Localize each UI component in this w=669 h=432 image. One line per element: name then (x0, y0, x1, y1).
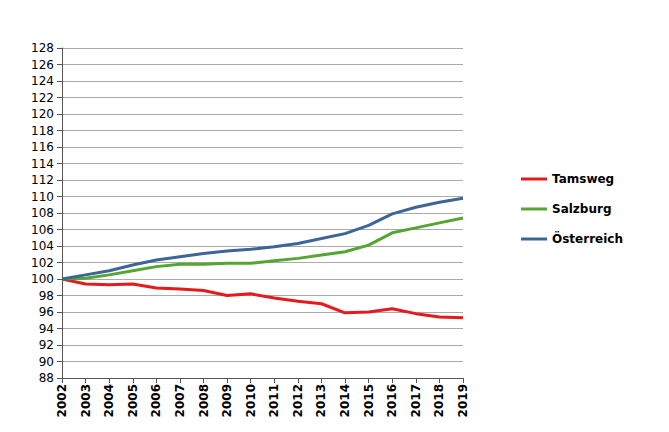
svg-text:2017: 2017 (409, 384, 423, 417)
svg-text:128: 128 (31, 41, 54, 55)
svg-text:98: 98 (39, 289, 54, 303)
svg-text:2008: 2008 (197, 384, 211, 417)
svg-text:124: 124 (31, 74, 54, 88)
svg-text:2010: 2010 (244, 384, 258, 417)
svg-text:2016: 2016 (385, 384, 399, 417)
svg-text:2018: 2018 (432, 384, 446, 417)
svg-text:2011: 2011 (267, 384, 281, 417)
svg-text:94: 94 (39, 322, 54, 336)
svg-text:118: 118 (31, 124, 54, 138)
svg-text:Österreich: Österreich (552, 231, 623, 246)
svg-text:2015: 2015 (362, 384, 376, 417)
svg-text:Tamsweg: Tamsweg (552, 172, 614, 186)
svg-text:2013: 2013 (314, 384, 328, 417)
svg-text:110: 110 (31, 190, 54, 204)
svg-text:100: 100 (31, 272, 54, 286)
svg-text:106: 106 (31, 223, 54, 237)
svg-text:90: 90 (39, 355, 54, 369)
svg-text:2006: 2006 (149, 384, 163, 417)
svg-text:96: 96 (39, 305, 54, 319)
svg-text:2004: 2004 (102, 384, 116, 417)
svg-text:Salzburg: Salzburg (552, 202, 611, 216)
svg-text:126: 126 (31, 58, 54, 72)
svg-text:2005: 2005 (126, 384, 140, 417)
svg-text:108: 108 (31, 206, 54, 220)
svg-text:88: 88 (39, 371, 54, 385)
svg-text:102: 102 (31, 256, 54, 270)
svg-text:2003: 2003 (79, 384, 93, 417)
svg-text:116: 116 (31, 140, 54, 154)
svg-text:2007: 2007 (173, 384, 187, 417)
svg-text:2014: 2014 (338, 384, 352, 417)
svg-text:2012: 2012 (291, 384, 305, 417)
svg-text:104: 104 (31, 239, 54, 253)
svg-text:120: 120 (31, 107, 54, 121)
svg-text:2019: 2019 (456, 384, 470, 417)
svg-text:2002: 2002 (55, 384, 69, 417)
svg-text:112: 112 (31, 173, 54, 187)
svg-text:122: 122 (31, 91, 54, 105)
svg-text:114: 114 (31, 157, 54, 171)
svg-text:2009: 2009 (220, 384, 234, 417)
svg-text:92: 92 (39, 338, 54, 352)
